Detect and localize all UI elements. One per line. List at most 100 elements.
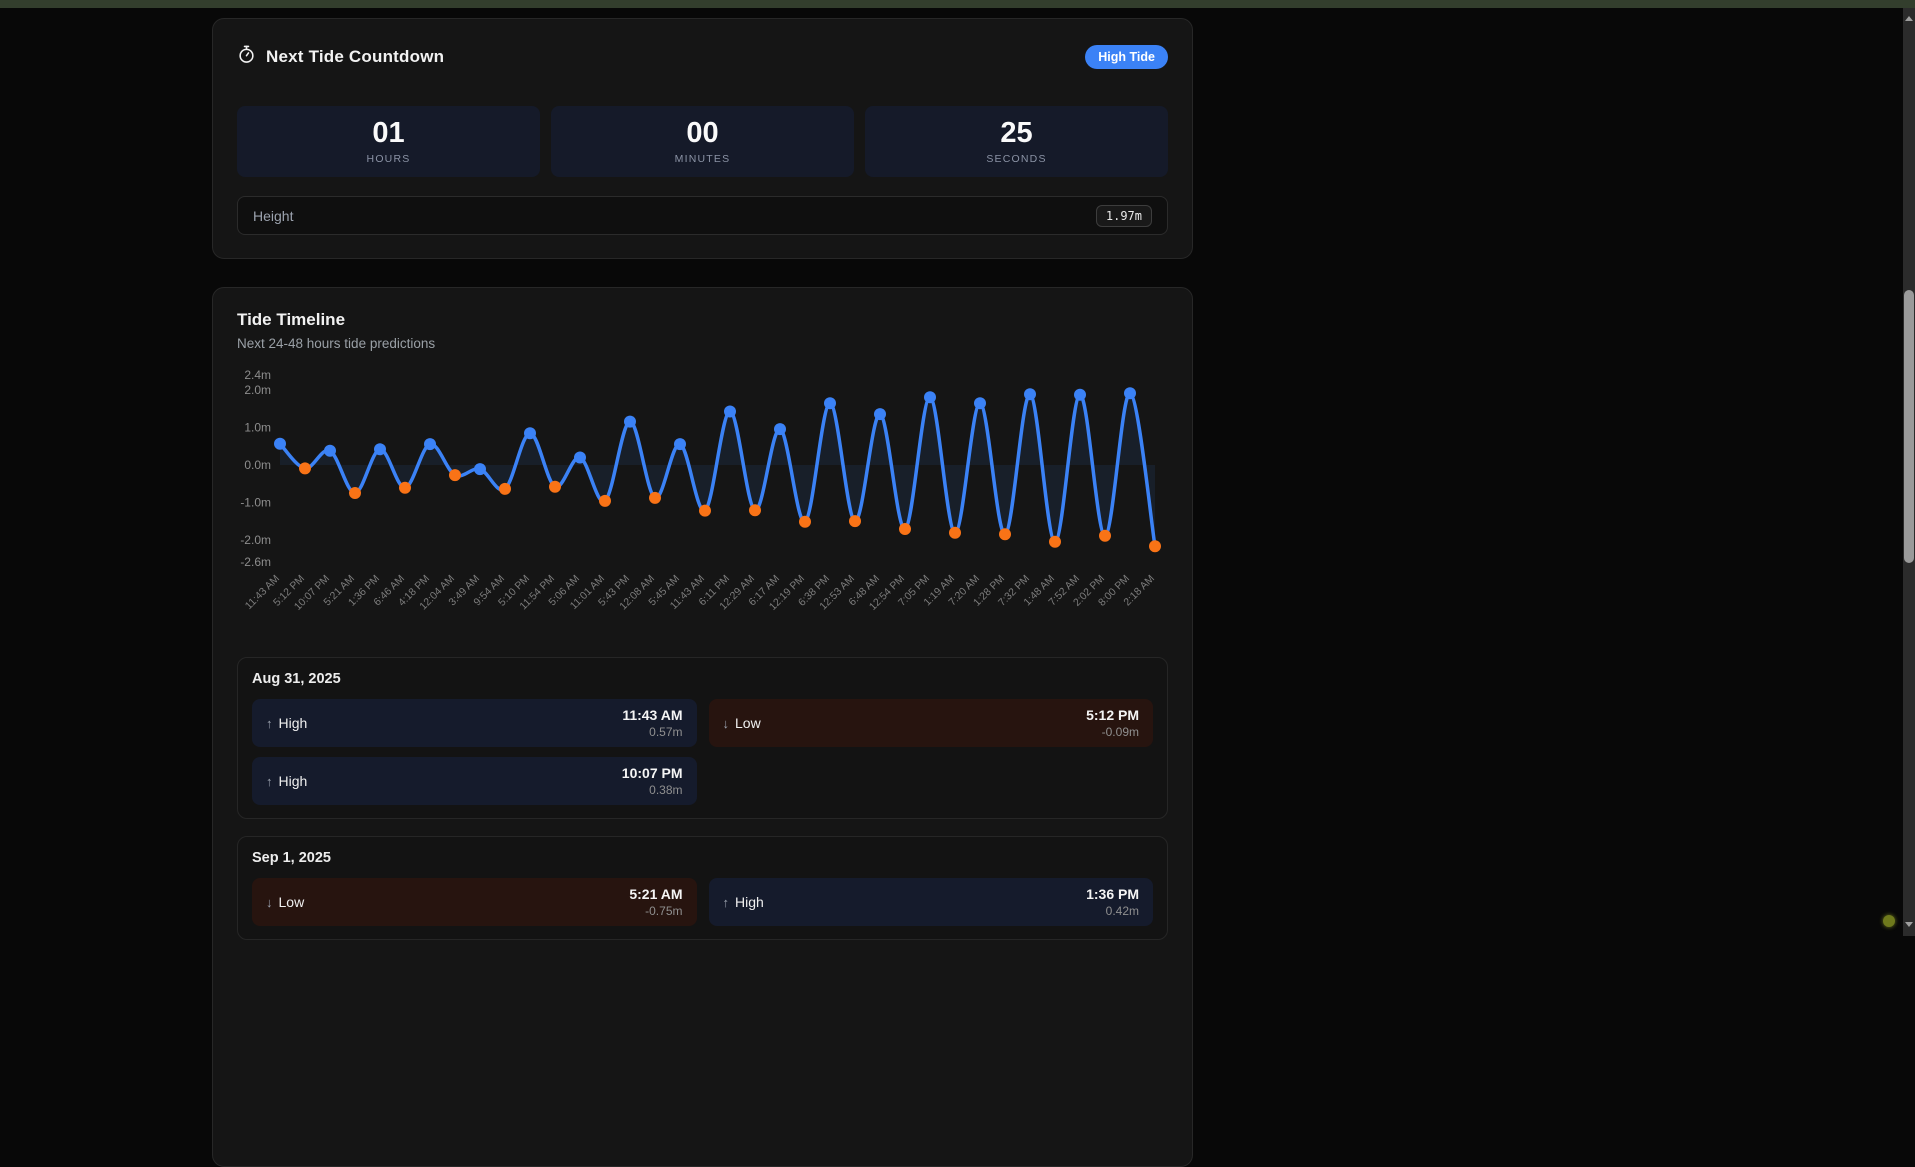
tide-point-low [649,491,661,504]
tide-event-label: ↓ Low [722,715,761,731]
next-tide-countdown-card: Next Tide Countdown High Tide 01 HOURS 00 M… [212,18,1193,259]
y-axis-tick: 1.0m [244,421,271,435]
tide-area-fill [280,393,1155,547]
tide-point-high [974,397,986,410]
down-arrow-icon: ↓ [266,894,273,910]
tide-event-label: ↑ High [266,715,308,731]
tide-point-low [949,526,961,539]
tide-point-low [599,494,611,507]
tide-event-low: ↓ Low 5:12 PM -0.09m [708,699,1153,747]
tide-event-height: -0.09m [1101,725,1139,739]
tide-point-low [499,482,511,495]
tide-point-high [1074,388,1086,401]
y-axis-tick: 2.4m [244,368,271,382]
tide-event-time: 5:21 AM [629,886,683,902]
scrollbar-thumb[interactable] [1904,290,1914,563]
tide-events-grid: ↓ Low 5:21 AM -0.75m ↑ High 1:36 PM 0.42m [252,878,1153,926]
tide-point-high [874,408,886,421]
tide-point-low [799,515,811,528]
tide-event-label: ↓ Low [266,894,305,910]
countdown-unit-label: MINUTES [674,152,731,165]
tide-event-height: -0.75m [645,904,683,918]
up-arrow-icon: ↑ [266,773,273,789]
tide-chart[interactable]: 2.4m 2.0m 1.0m 0.0m -1.0m -2.0m -2.6m 11:43 AM 5… [237,367,1168,619]
tide-point-low [1149,540,1161,553]
countdown-card-header: Next Tide Countdown High Tide [237,44,1168,70]
tide-point-high [274,437,286,450]
up-arrow-icon: ↑ [722,894,730,910]
tide-point-low [699,504,711,517]
tide-event-low: ↓ Low 5:21 AM -0.75m [252,878,697,926]
tide-point-low [549,480,561,493]
tide-point-high [374,443,386,456]
tide-point-high [574,451,586,464]
tide-event-height: 0.38m [649,783,683,797]
countdown-unit-label: SECONDS [986,152,1047,165]
y-axis-tick: 0.0m [244,458,271,472]
tide-day-date: Sep 1, 2025 [252,850,331,866]
y-axis-tick: 2.0m [244,383,271,397]
app-content: Next Tide Countdown High Tide 01 HOURS 00 M… [212,18,1193,1167]
countdown-unit-seconds: 25 SECONDS [865,106,1168,177]
tide-point-high [724,405,736,418]
tide-point-low [349,487,361,499]
tide-event-time: 11:43 AM [622,707,683,723]
tide-event-label: ↑ High [266,773,308,789]
tide-point-low [449,469,461,482]
scrollbar-down-arrow-icon[interactable] [1903,916,1915,932]
tide-point-high [474,463,486,476]
tide-point-high [324,444,336,457]
tide-type-badge: High Tide [1085,45,1168,69]
tide-event-height: 0.42m [1105,904,1139,918]
y-axis-tick: -2.0m [240,533,271,547]
tide-event-time: 1:36 PM [1086,886,1139,902]
tide-point-low [899,523,911,535]
tide-point-low [749,504,761,517]
tide-point-low [1049,535,1061,548]
tide-point-low [299,462,311,475]
scrollbar[interactable] [1903,8,1915,936]
height-value-badge: 1.97m [1095,204,1152,227]
tide-event-time: 5:12 PM [1086,707,1139,723]
tide-days-list: Aug 31, 2025 ↑ High 11:43 AM 0.57m ↓ Low 5:12… [237,657,1168,940]
tide-event-high: ↑ High 11:43 AM 0.57m [252,699,697,747]
tide-point-high [924,391,936,404]
tide-point-low [849,515,861,528]
tide-day-section: Sep 1, 2025 ↓ Low 5:21 AM -0.75m ↑ High 1:36 … [237,836,1168,940]
countdown-grid: 01 HOURS 00 MINUTES 25 SECONDS [237,106,1168,177]
tide-point-high [424,438,436,451]
tide-event-high: ↑ High 10:07 PM 0.38m [252,757,697,805]
tide-point-high [824,397,836,410]
countdown-value: 01 [372,116,405,149]
height-label: Height [253,207,294,224]
countdown-value: 25 [1000,116,1033,149]
countdown-unit-hours: 01 HOURS [237,106,540,177]
tide-point-high [674,438,686,451]
tide-event-height: 0.57m [649,725,683,739]
scrollbar-up-arrow-icon[interactable] [1903,10,1915,26]
status-dot [1883,915,1895,927]
down-arrow-icon: ↓ [722,715,730,731]
up-arrow-icon: ↑ [266,715,273,731]
tide-day-section: Aug 31, 2025 ↑ High 11:43 AM 0.57m ↓ Low 5:12… [237,657,1168,819]
countdown-unit-label: HOURS [366,152,411,165]
countdown-value: 00 [686,116,719,149]
tide-timeline-card: Tide Timeline Next 24-48 hours tide pred… [212,287,1193,1167]
top-accent-bar [0,0,1915,8]
tide-point-high [624,415,636,428]
y-axis-tick: -2.6m [240,555,271,569]
tide-point-high [1124,387,1136,400]
tide-events-grid: ↑ High 11:43 AM 0.57m ↓ Low 5:12 PM -0.09m ↑ H… [252,699,1153,805]
tide-point-high [774,423,786,436]
timeline-card-title: Tide Timeline [237,310,346,329]
tide-point-low [1099,529,1111,542]
tide-point-low [999,528,1011,541]
tide-point-low [399,481,411,494]
tide-day-date: Aug 31, 2025 [252,671,341,687]
height-row: Height 1.97m [237,196,1168,235]
timeline-card-subtitle: Next 24-48 hours tide predictions [237,336,436,351]
tide-point-high [1024,388,1036,401]
tide-event-high: ↑ High 1:36 PM 0.42m [708,878,1153,926]
stopwatch-icon [237,45,256,69]
